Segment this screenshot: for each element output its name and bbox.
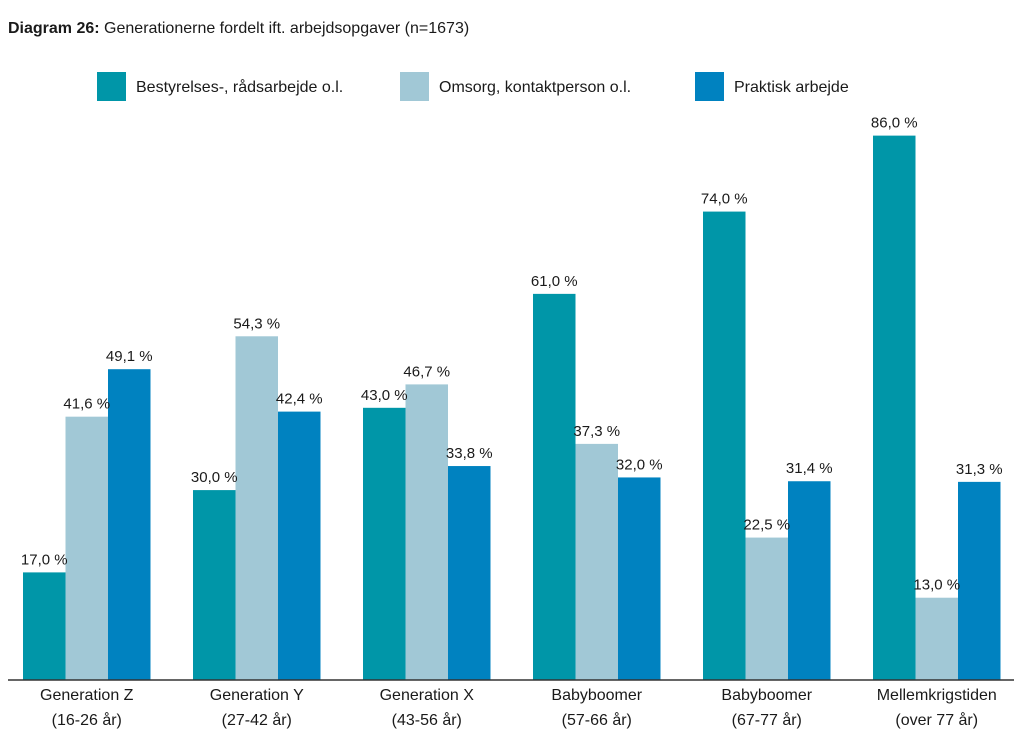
x-tick-label: (67-77 år)	[732, 711, 802, 729]
legend-swatch	[400, 72, 429, 101]
bar	[108, 369, 151, 680]
x-tick-label: (16-26 år)	[52, 711, 122, 729]
bar	[575, 443, 618, 680]
bar	[235, 336, 278, 680]
x-tick-label: (over 77 år)	[895, 711, 978, 729]
bar-value-label: 54,3 %	[233, 315, 280, 332]
bar	[193, 490, 236, 680]
bar	[533, 293, 576, 680]
bar-value-label: 49,1 %	[106, 348, 153, 365]
bar	[745, 537, 788, 680]
category-labels-group: Generation Z (16-26 år) Generation Y (27-42…	[40, 687, 997, 729]
x-tick-label: Generation Y	[210, 687, 304, 704]
bar-value-label: 43,0 %	[361, 387, 408, 404]
x-tick-label: Generation X	[380, 687, 475, 704]
chart-title-text: Generationerne fordelt ift. arbejdsopgav…	[104, 20, 470, 37]
bar-value-label: 31,4 %	[786, 460, 833, 477]
bar-value-label: 41,6 %	[63, 396, 110, 413]
legend-label: Praktisk arbejde	[734, 79, 849, 96]
bar-value-label: 86,0 %	[871, 115, 918, 132]
x-tick-label: Mellemkrigstiden	[877, 687, 997, 704]
legend: Bestyrelses-, rådsarbejde o.l. Omsorg, ko…	[97, 72, 849, 101]
bar-value-label: 37,3 %	[573, 423, 620, 440]
bar-value-label: 22,5 %	[743, 517, 790, 534]
x-tick-label: (43-56 år)	[392, 711, 462, 729]
bar	[405, 384, 448, 680]
bar-value-label: 42,4 %	[276, 391, 323, 408]
bar-value-label: 17,0 %	[21, 551, 68, 568]
bar	[363, 407, 406, 680]
bar-value-label: 31,3 %	[956, 461, 1003, 478]
legend-label: Omsorg, kontaktperson o.l.	[439, 79, 631, 96]
x-tick-label: (27-42 år)	[222, 711, 292, 729]
bar	[65, 416, 108, 680]
bar-value-label: 33,8 %	[446, 445, 493, 462]
bar-value-label: 61,0 %	[531, 273, 578, 290]
x-tick-label: (57-66 år)	[562, 711, 632, 729]
bar	[788, 481, 831, 680]
bar	[703, 211, 746, 680]
legend-label: Bestyrelses-, rådsarbejde o.l.	[136, 78, 343, 96]
legend-swatch	[97, 72, 126, 101]
bar	[958, 481, 1001, 680]
legend-swatch	[695, 72, 724, 101]
bar	[915, 597, 958, 680]
bar-value-label: 30,0 %	[191, 469, 238, 486]
bar-value-label: 32,0 %	[616, 456, 663, 473]
bar	[278, 411, 321, 680]
chart-title-prefix: Diagram 26:	[8, 20, 100, 37]
value-labels-group: 17,0 % 41,6 % 49,1 % 30,0 % 54,3 % 42,4 % 43,0…	[21, 115, 1003, 594]
bars-group	[23, 135, 1001, 680]
chart-title: Diagram 26: Generationerne fordelt ift. …	[8, 20, 469, 38]
bar	[23, 572, 66, 680]
x-tick-label: Babyboomer	[721, 687, 812, 704]
x-tick-label: Generation Z	[40, 687, 134, 704]
bar	[618, 477, 661, 680]
bar	[448, 466, 491, 680]
bar	[873, 135, 916, 680]
x-tick-label: Babyboomer	[551, 687, 642, 704]
bar-value-label: 13,0 %	[913, 577, 960, 594]
bar-value-label: 46,7 %	[403, 363, 450, 380]
bar-value-label: 74,0 %	[701, 191, 748, 208]
